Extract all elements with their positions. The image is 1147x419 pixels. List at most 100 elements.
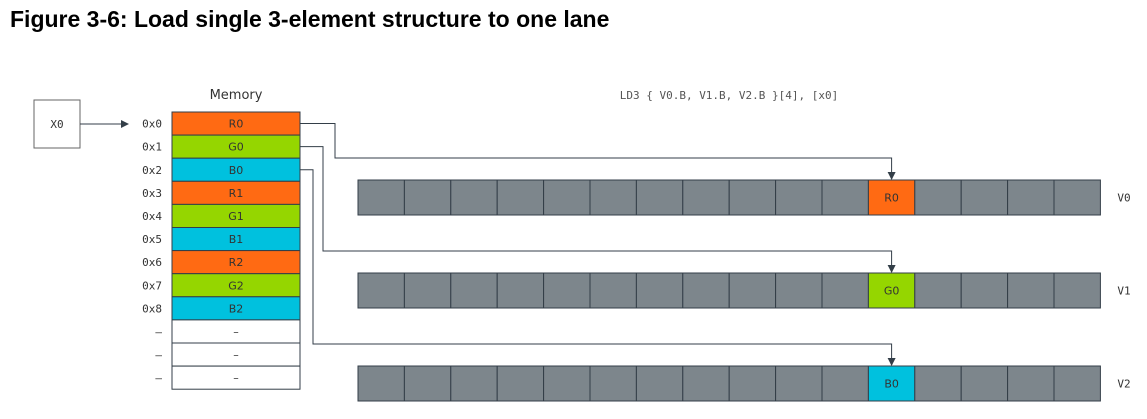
- memory-row: B1 0x5: [142, 227, 301, 252]
- memory-address: 0x2: [142, 164, 162, 177]
- vector-lane: [403, 365, 452, 402]
- vector-lane: [821, 179, 869, 216]
- vector-lane: [682, 365, 730, 402]
- vector-register-v1: G0 V1: [357, 272, 1131, 309]
- vector-lane: [728, 179, 777, 216]
- vector-lane: [357, 365, 405, 402]
- vector-lane: [1007, 365, 1055, 402]
- memory-address: 0x0: [142, 118, 162, 131]
- memory-cell-value: G1: [228, 210, 244, 223]
- vector-lane: [589, 179, 637, 216]
- memory-block: R0 0x0 G0 0x1 B0 0x2 R1 0x3 G1 0x4 B1 0x5 R2 0x6 G2 0x7…: [142, 111, 301, 390]
- memory-cell-value: R0: [229, 118, 244, 131]
- vector-name: V2: [1117, 378, 1130, 391]
- vector-lane: [589, 365, 637, 402]
- memory-address: 0x8: [142, 302, 162, 315]
- vector-registers: R0 V0 G0 V1 B0 V2: [357, 179, 1131, 402]
- vector-lane: [496, 272, 545, 309]
- vector-lane: [543, 365, 591, 402]
- memory-address: 0x6: [142, 256, 162, 269]
- vector-lane: [960, 179, 1009, 216]
- memory-row: R2 0x6: [142, 250, 301, 275]
- vector-name: V0: [1117, 192, 1130, 205]
- memory-cell-value: –: [233, 325, 239, 338]
- vector-register-v2: B0 V2: [357, 365, 1131, 402]
- highlighted-lane: [867, 365, 916, 402]
- instruction-label: LD3 { V0.B, V1.B, V2.B }[4], [x0]: [620, 89, 839, 102]
- memory-row: B0 0x2: [142, 157, 301, 182]
- vector-lane: [543, 272, 591, 309]
- load-arrow-v0: [300, 123, 896, 180]
- memory-cell-value: B0: [229, 164, 244, 177]
- memory-cell-value: B1: [229, 233, 244, 246]
- vector-lane: [821, 365, 869, 402]
- vector-lane: [589, 272, 637, 309]
- vector-lane: [1053, 272, 1101, 309]
- memory-address: –: [155, 325, 162, 338]
- lane-value: R0: [884, 192, 899, 205]
- memory-row: ––: [155, 342, 301, 367]
- highlighted-lane: [867, 179, 916, 216]
- lane-value: G0: [884, 285, 900, 298]
- memory-row: G1 0x4: [142, 203, 301, 228]
- vector-lane: [775, 272, 823, 309]
- vector-lane: [1053, 365, 1101, 402]
- memory-cell-value: –: [233, 372, 239, 385]
- vector-lane: [496, 179, 545, 216]
- vector-lane: [728, 272, 777, 309]
- vector-lane: [450, 272, 498, 309]
- register-x0-label: X0: [50, 118, 63, 131]
- vector-lane: [1053, 179, 1101, 216]
- vector-lane: [403, 179, 452, 216]
- vector-lane: [403, 272, 452, 309]
- vector-lane: [960, 365, 1009, 402]
- memory-row: G2 0x7: [142, 273, 301, 298]
- memory-address: –: [155, 372, 162, 385]
- load-arrow-v2: [300, 169, 896, 366]
- vector-lane: [682, 179, 730, 216]
- vector-lane: [496, 365, 545, 402]
- vector-lane: [1007, 272, 1055, 309]
- vector-lane: [914, 365, 962, 402]
- memory-cell: [171, 365, 301, 390]
- memory-cell-value: G0: [228, 141, 244, 154]
- memory-row: R1 0x3: [142, 180, 301, 205]
- memory-address: 0x3: [142, 187, 162, 200]
- memory-cell-value: G2: [228, 279, 244, 292]
- vector-lane: [821, 272, 869, 309]
- load-arrow-v1: [300, 146, 896, 273]
- memory-row: B2 0x8: [142, 296, 301, 321]
- vector-lane: [357, 179, 405, 216]
- lane-value: B0: [884, 378, 899, 391]
- memory-label: Memory: [210, 88, 263, 103]
- vector-register-v0: R0 V0: [357, 179, 1131, 216]
- vector-lane: [775, 179, 823, 216]
- vector-lane: [914, 179, 962, 216]
- memory-cell-value: B2: [229, 302, 244, 315]
- memory-address: 0x1: [142, 141, 162, 154]
- memory-address: 0x7: [142, 279, 162, 292]
- vector-lane: [682, 272, 730, 309]
- vector-lane: [635, 365, 684, 402]
- figure-title: Figure 3-6: Load single 3-element struct…: [10, 6, 610, 32]
- memory-row: ––: [155, 319, 301, 344]
- memory-address: 0x5: [142, 233, 162, 246]
- memory-row: ––: [155, 365, 301, 390]
- register-x0-box: [33, 99, 81, 149]
- memory-address: 0x4: [142, 210, 162, 223]
- vector-lane: [775, 365, 823, 402]
- vector-lane: [728, 365, 777, 402]
- vector-lane: [543, 179, 591, 216]
- vector-lane: [914, 272, 962, 309]
- memory-row: G0 0x1: [142, 134, 301, 159]
- vector-lane: [1007, 179, 1055, 216]
- vector-lane: [635, 179, 684, 216]
- memory-row: R0 0x0: [142, 111, 301, 136]
- vector-lane: [635, 272, 684, 309]
- vector-lane: [450, 179, 498, 216]
- vector-lane: [960, 272, 1009, 309]
- vector-lane: [357, 272, 405, 309]
- vector-lane: [450, 365, 498, 402]
- vector-name: V1: [1117, 285, 1130, 298]
